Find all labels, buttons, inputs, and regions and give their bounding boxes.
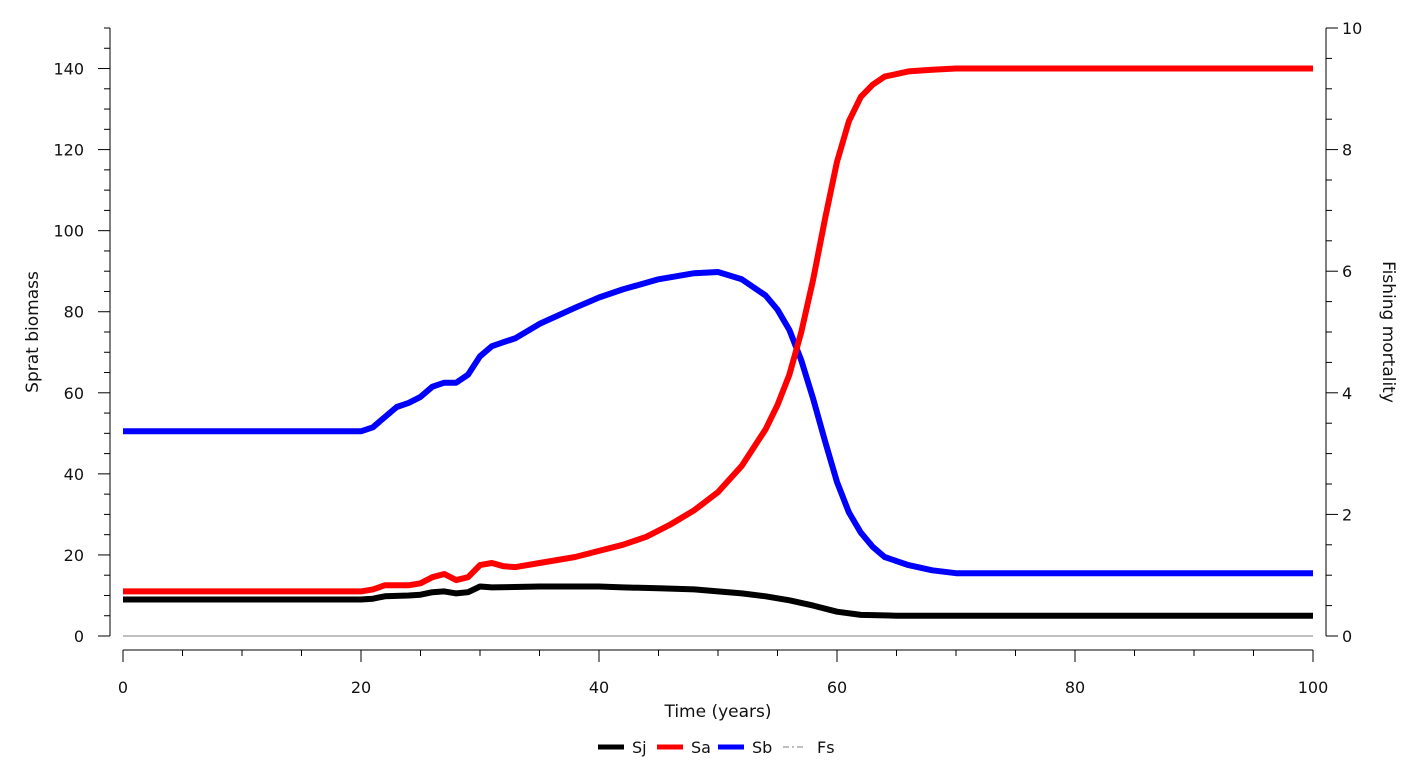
x-axis-title: Time (years) <box>663 702 771 722</box>
y-left-tick-label: 40 <box>64 465 84 484</box>
legend: Sj Sa Sb Fs <box>598 738 835 757</box>
y-left-tick-label: 120 <box>53 141 84 160</box>
legend-label-sj: Sj <box>632 738 647 757</box>
legend-label-sa: Sa <box>691 738 711 757</box>
y-right-tick-label: 8 <box>1342 141 1352 160</box>
x-tick-label: 0 <box>118 678 128 697</box>
x-tick-label: 100 <box>1298 678 1329 697</box>
x-tick-label: 60 <box>827 678 847 697</box>
series-line-sj <box>123 583 1313 619</box>
legend-label-sb: Sb <box>752 738 772 757</box>
y-left-tick-label: 80 <box>64 303 84 322</box>
y-right-tick-label: 0 <box>1342 627 1352 646</box>
x-tick-label: 40 <box>589 678 609 697</box>
y-left-tick-label: 20 <box>64 546 84 565</box>
y-axis-title-left: Sprat biomass <box>23 271 43 393</box>
y-left-tick-label: 100 <box>53 222 84 241</box>
y-right-tick-label: 6 <box>1342 262 1352 281</box>
x-tick-label: 80 <box>1065 678 1085 697</box>
series-line-sa <box>123 65 1313 595</box>
y-right-tick-label: 10 <box>1342 19 1362 38</box>
y-right-tick-label: 2 <box>1342 505 1352 524</box>
y-left-tick-label: 60 <box>64 384 84 403</box>
y-axis-title-right: Fishing mortality <box>1378 261 1398 403</box>
y-left-tick-label: 140 <box>53 60 84 79</box>
x-tick-label: 20 <box>351 678 371 697</box>
y-left-tick-label: 0 <box>74 627 84 646</box>
legend-label-fs: Fs <box>817 738 835 757</box>
series-layer <box>123 65 1313 637</box>
series-line-sb <box>123 269 1313 577</box>
y-right-tick-label: 4 <box>1342 384 1352 403</box>
